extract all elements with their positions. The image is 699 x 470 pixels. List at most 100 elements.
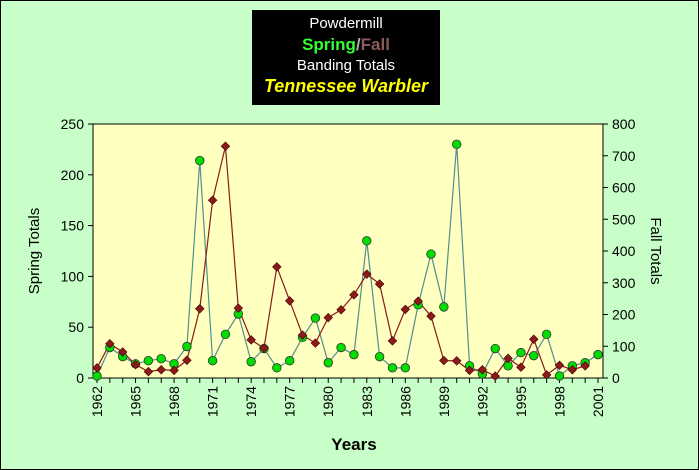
x-tick-label: 1965 [128,386,144,417]
y-right-tick-label: 0 [612,370,620,386]
spring-point [220,329,231,340]
fall-point [297,330,308,340]
spring-point [490,343,500,354]
spring-point [349,349,359,360]
fall-point [143,366,154,377]
x-tick-label: 1974 [243,386,259,417]
x-tick-label: 1983 [359,386,375,417]
fall-point [233,303,244,313]
spring-point [92,371,102,381]
spring-word: Spring [302,35,356,54]
series-markers [92,139,603,381]
spring-point [310,313,321,323]
y-left-tick-label: 200 [61,167,85,183]
x-tick-label: 2001 [590,386,606,417]
fall-point [323,312,333,323]
fall-point [451,356,462,366]
chart-title-seasons: Spring/Fall [252,34,440,55]
fall-point [246,335,256,345]
x-tick-label: 1980 [320,386,336,417]
fall-point [349,290,359,300]
x-tick-label: 1962 [89,386,105,417]
y-right-tick-label: 700 [612,148,636,164]
x-tick-label: 1995 [513,386,529,417]
fall-point [439,355,449,366]
spring-point [182,341,192,352]
fall-point [220,141,231,151]
y-right-tick-label: 200 [612,307,636,323]
spring-point [284,356,295,366]
fall-point [477,365,488,375]
fall-point [195,304,205,314]
x-tick-label: 1977 [282,386,298,417]
spring-point [426,249,436,259]
season-separator: / [355,35,361,54]
fall-point [336,305,346,315]
spring-point [336,342,346,353]
series-line-spring [96,144,599,377]
fall-point [374,279,385,289]
y-axis-right-label: Fall Totals [647,217,664,284]
chart-title-species: Tennessee Warbler [263,76,429,96]
spring-point [207,356,218,366]
x-axis-label: Years [331,435,376,454]
y-left-tick-label: 150 [61,218,85,234]
title-box: Powdermill Spring/Fall Banding Totals Te… [252,10,440,105]
spring-point [541,329,552,340]
fall-point [310,338,321,348]
fall-point [182,355,192,365]
spring-point [400,363,411,373]
fall-point [503,353,513,364]
spring-point [156,353,166,364]
spring-point [554,371,565,381]
y-right-tick-label: 500 [612,211,636,227]
fall-point [362,269,372,279]
fall-point [259,343,269,353]
spring-point [451,139,462,150]
fall-point [413,296,423,306]
x-tick-label: 1986 [397,386,413,417]
spring-point [362,236,372,246]
fall-point [426,311,436,321]
spring-point [272,363,282,373]
fall-point [105,338,115,349]
x-tick-label: 1968 [166,386,182,417]
x-tick-label: 1998 [551,386,567,417]
fall-point [464,365,475,376]
spring-point [374,351,385,362]
spring-point [195,155,205,166]
y-left-tick-label: 100 [61,268,85,284]
axes: 0 50 100 150 200 250 0 100 200 300 400 500 600 700 800… [61,116,636,417]
spring-point [246,357,256,367]
y-right-tick-label: 100 [612,338,636,354]
y-right-tick-label: 300 [612,275,636,291]
fall-point [541,370,552,380]
spring-point [529,350,539,361]
chart-title-banding: Banding Totals [296,57,396,74]
spring-point [387,363,398,373]
chart-title-location: Powdermill [309,15,383,32]
plot-area [92,123,604,379]
fall-point [92,363,102,373]
spring-point [143,356,154,366]
fall-point [516,362,526,372]
fall-point [207,195,218,205]
fall-point [529,334,539,344]
y-axis-left-label: Spring Totals [26,208,43,294]
fall-point [284,296,295,306]
spring-point [593,349,603,360]
fall-point [567,365,578,375]
spring-point [516,347,526,358]
fall-point [156,365,166,375]
fall-point [400,304,411,315]
x-tick-label: 1989 [436,386,452,417]
x-tick-label: 1992 [474,386,490,417]
fall-point [580,361,590,371]
y-right-tick-label: 400 [612,243,636,259]
spring-point [323,358,333,368]
y-left-tick-label: 0 [76,370,84,386]
fall-point [130,359,141,370]
y-left-tick-label: 250 [61,116,85,132]
y-right-tick-label: 800 [612,116,636,132]
